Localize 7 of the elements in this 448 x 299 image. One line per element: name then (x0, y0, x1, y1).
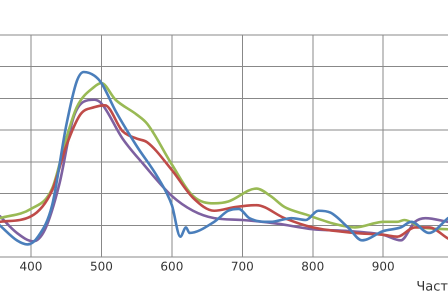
x-tick-label: 500 (90, 259, 113, 274)
x-tick-label: 900 (372, 259, 395, 274)
x-tick-label: 800 (301, 259, 324, 274)
x-tick-label: 400 (20, 259, 42, 274)
x-axis-title: Част (416, 280, 448, 295)
x-tick-label: 700 (230, 259, 254, 274)
x-tick-label: 600 (160, 259, 184, 274)
